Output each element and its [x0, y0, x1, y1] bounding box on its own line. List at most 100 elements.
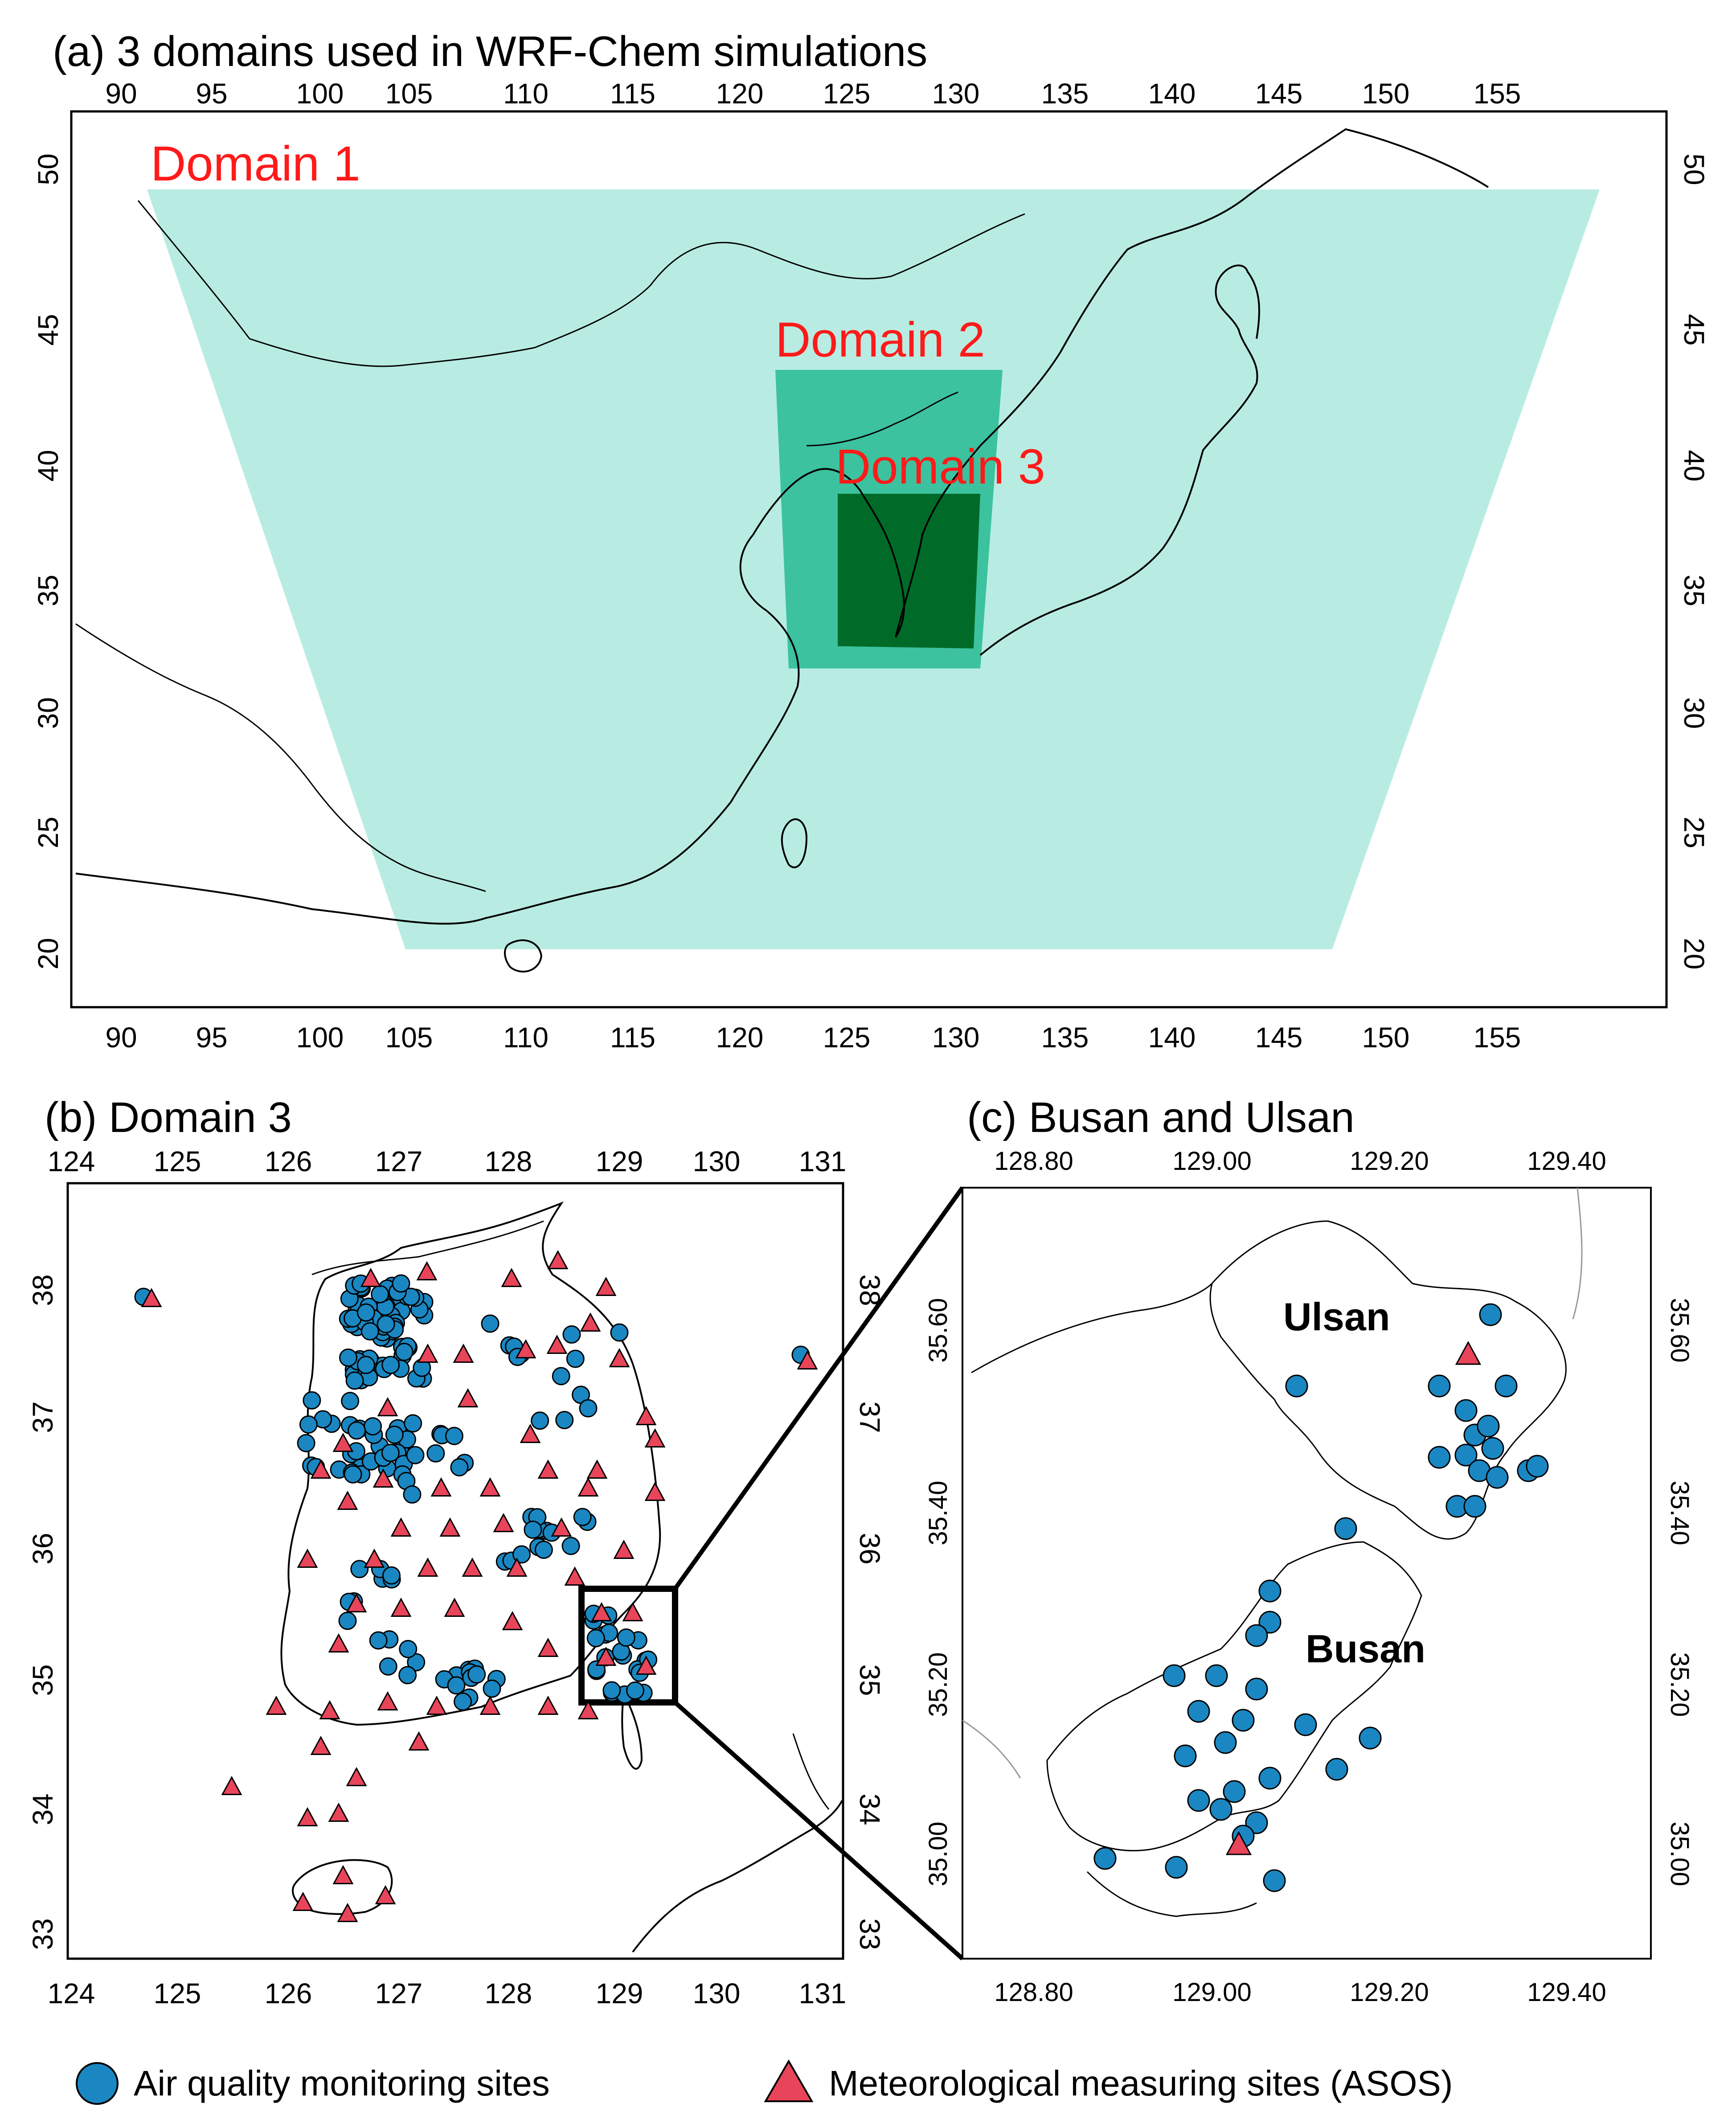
lat-tick-right: 34: [854, 1793, 886, 1825]
air-quality-site-marker: [350, 1560, 369, 1579]
met-site-marker: [493, 1513, 514, 1532]
met-site-marker: [319, 1700, 340, 1719]
met-site-marker: [373, 1468, 394, 1488]
lon-tick-bottom: 128: [485, 1977, 532, 2009]
lon-tick-bottom: 129.40: [1527, 1978, 1606, 2007]
air-quality-site-marker: [1285, 1374, 1308, 1398]
dmz-border: [311, 1220, 544, 1275]
air-quality-site-marker: [1263, 1869, 1286, 1892]
lon-tick-top: 130: [932, 78, 980, 110]
panel-b-title: (b) Domain 3: [45, 1094, 292, 1141]
panel-b-lon-ticks-bottom: 124 125 126 127 128 129 130 131: [48, 1977, 847, 2009]
met-site-marker: [221, 1776, 242, 1795]
met-site-marker: [577, 1700, 599, 1719]
lon-tick-top: 127: [375, 1145, 423, 1177]
air-quality-site-marker: [1334, 1517, 1357, 1540]
met-site-marker: [360, 1267, 381, 1287]
lon-tick-bottom: 100: [296, 1021, 344, 1054]
lon-tick-bottom: 110: [503, 1021, 549, 1054]
lon-tick-bottom: 95: [196, 1021, 227, 1054]
lat-tick-left: 36: [27, 1533, 59, 1564]
air-quality-site-marker: [1174, 1744, 1197, 1767]
lon-tick-top: 129: [596, 1145, 643, 1177]
air-quality-site-marker: [561, 1537, 580, 1555]
lat-tick-left: 50: [32, 153, 64, 185]
air-quality-site-marker: [1359, 1726, 1382, 1750]
air-quality-site-marker: [1093, 1847, 1117, 1870]
air-quality-site-marker: [1494, 1374, 1518, 1398]
panel-c-frame: [962, 1187, 1652, 1960]
air-quality-site-marker: [1454, 1399, 1478, 1422]
met-site-marker: [520, 1423, 541, 1443]
lat-tick-left: 38: [27, 1274, 59, 1306]
met-site-marker: [462, 1557, 483, 1577]
panel-a-map: 90 95 100 105 110 115 120 125 130 135 14…: [32, 78, 1710, 1054]
lon-tick-top: 140: [1148, 78, 1196, 110]
air-quality-site-marker: [454, 1692, 472, 1711]
met-site-marker: [332, 1865, 354, 1884]
met-site-marker: [506, 1557, 528, 1577]
air-quality-site-marker: [1481, 1437, 1504, 1460]
panel-b-lat-ticks-left: 33 34 35 36 37 38: [27, 1274, 59, 1950]
lat-tick-right: 36: [854, 1533, 886, 1564]
met-site-marker: [328, 1633, 349, 1653]
panel-a-lon-ticks-bottom: 90 95 100 105 110 115 120 125 130 135 14…: [105, 1021, 1521, 1054]
air-quality-site-marker: [403, 1485, 422, 1504]
met-site-marker: [1225, 1831, 1252, 1855]
air-quality-site-marker: [626, 1681, 645, 1700]
air-quality-site-marker: [562, 1325, 581, 1344]
panel-c-lat-ticks-right: 35.00 35.20 35.40 35.60: [1665, 1298, 1694, 1886]
air-quality-site-marker: [297, 1434, 315, 1452]
met-site-marker: [546, 1334, 568, 1354]
met-site-marker: [635, 1655, 657, 1675]
air-quality-site-marker: [339, 1348, 358, 1367]
met-site-marker: [310, 1459, 332, 1479]
air-quality-site-marker: [399, 1640, 418, 1658]
domain-3-label: Domain 3: [835, 439, 1045, 494]
legend-air-quality-label: Air quality monitoring sites: [134, 2063, 550, 2103]
zoom-connector-bottom: [673, 1701, 964, 1960]
air-quality-site-marker: [445, 1427, 463, 1445]
met-site-marker: [537, 1695, 559, 1715]
met-site-marker: [644, 1481, 666, 1501]
air-quality-site-marker: [392, 1274, 410, 1293]
lon-tick-bottom: 90: [105, 1021, 137, 1054]
panel-b-frame: [66, 1182, 844, 1960]
met-site-marker: [479, 1477, 501, 1497]
met-site-marker: [328, 1802, 349, 1822]
air-quality-site-marker: [483, 1679, 501, 1698]
lat-tick-right: 20: [1678, 938, 1710, 969]
lon-tick-top: 135: [1041, 78, 1089, 110]
air-quality-site-marker: [579, 1399, 598, 1418]
lon-tick-top: 129.00: [1172, 1147, 1251, 1176]
legend: Air quality monitoring sites Meteorologi…: [76, 2059, 1453, 2105]
lon-tick-bottom: 130: [932, 1021, 980, 1054]
panel-c-lat-ticks-left: 35.00 35.20 35.40 35.60: [924, 1298, 953, 1886]
air-quality-site-marker: [1486, 1466, 1509, 1489]
lon-tick-top: 105: [385, 78, 433, 110]
lat-tick-left: 30: [32, 697, 64, 729]
met-site-marker: [564, 1566, 585, 1586]
met-site-marker: [644, 1428, 666, 1448]
air-quality-site-marker: [481, 1314, 500, 1333]
met-site-marker: [595, 1646, 617, 1666]
panel-b-lat-ticks-right: 33 34 35 36 37 38: [854, 1274, 886, 1950]
lon-tick-top: 124: [48, 1145, 95, 1177]
panel-c-lon-ticks-top: 128.80 129.00 129.20 129.40: [994, 1147, 1606, 1176]
air-quality-site-marker: [381, 1443, 400, 1462]
lon-tick-bottom: 129.00: [1172, 1978, 1251, 2007]
lat-tick-left: 35.00: [924, 1821, 953, 1886]
met-site-marker: [457, 1388, 479, 1407]
lon-tick-top: 100: [296, 78, 344, 110]
lat-tick-left: 35: [32, 574, 64, 606]
air-quality-site-marker: [344, 1465, 362, 1484]
lat-tick-left: 35: [27, 1664, 59, 1696]
met-site-marker: [586, 1459, 608, 1479]
met-site-marker: [577, 1477, 599, 1497]
met-site-marker: [595, 1276, 617, 1296]
air-quality-site-marker: [341, 1392, 360, 1411]
air-quality-site-marker: [531, 1411, 549, 1430]
met-site-marker: [364, 1548, 385, 1568]
air-quality-site-marker: [371, 1285, 389, 1304]
air-quality-site-marker: [524, 1520, 542, 1539]
